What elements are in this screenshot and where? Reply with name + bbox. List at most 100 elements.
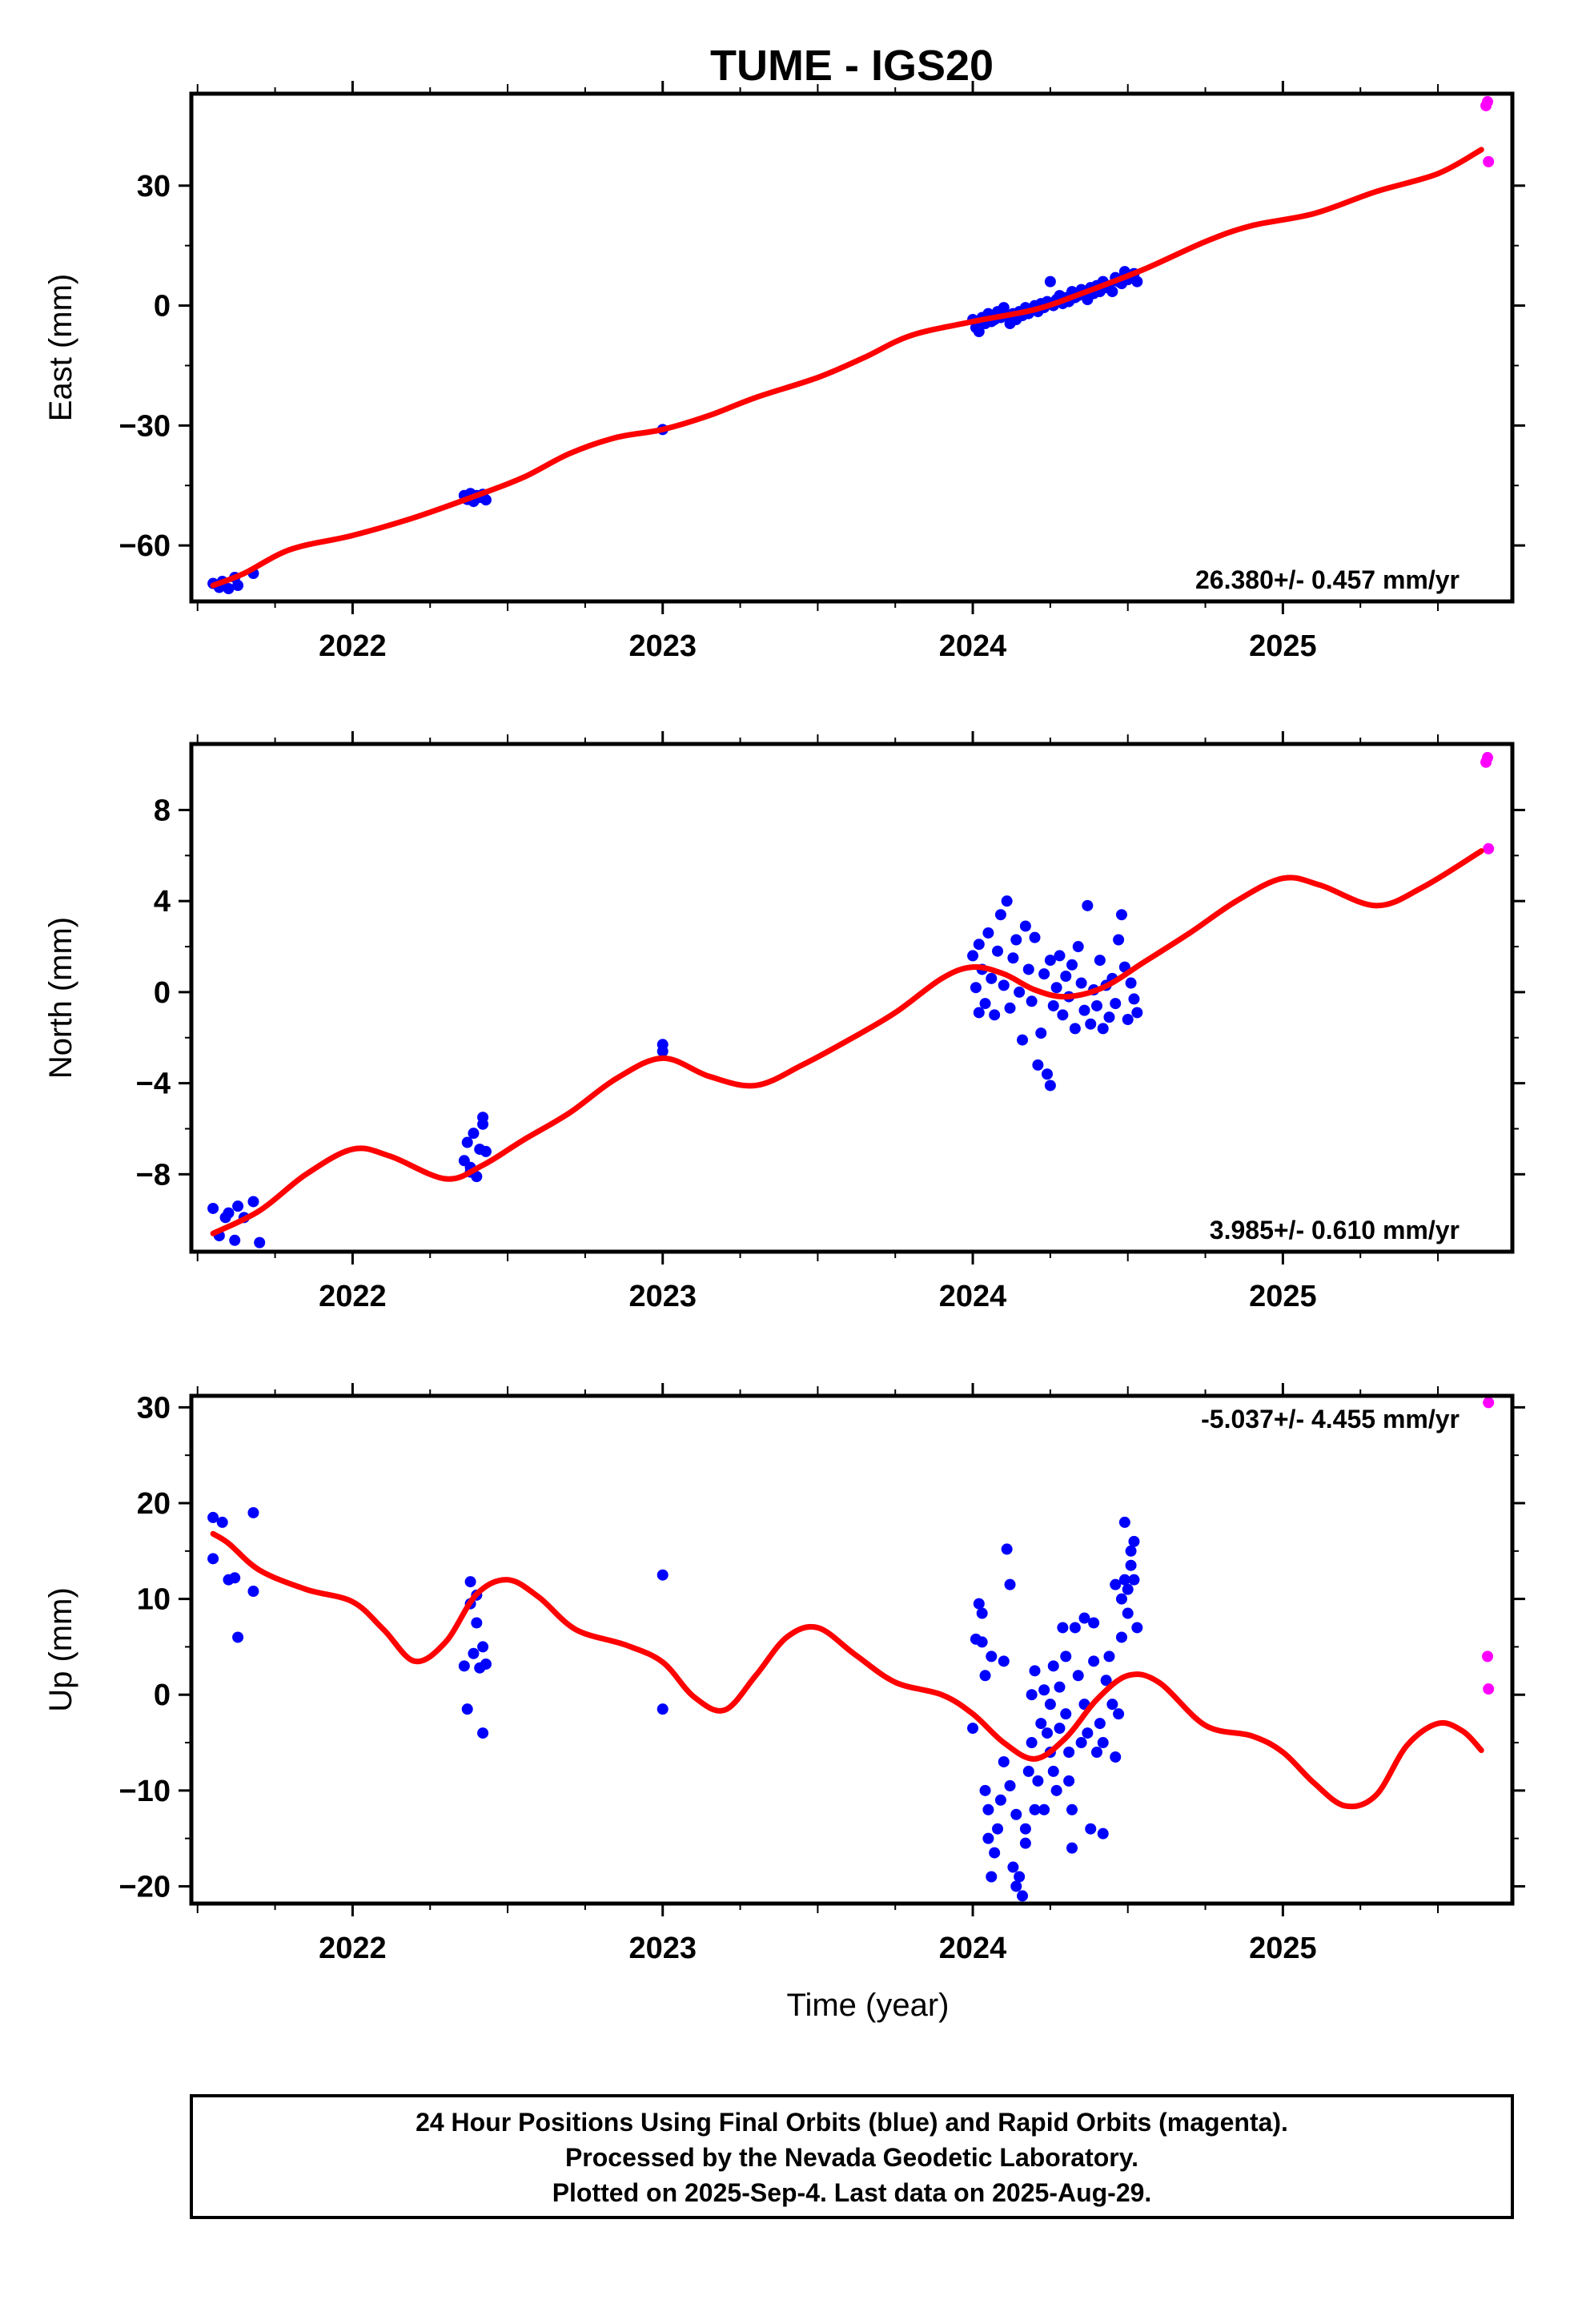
final-orbit-point — [979, 1784, 991, 1796]
final-orbit-point — [1050, 982, 1062, 994]
final-orbit-point — [1106, 1699, 1118, 1711]
final-orbit-point — [1125, 1545, 1137, 1557]
final-orbit-point — [480, 1658, 492, 1670]
final-orbit-point — [656, 1703, 669, 1715]
final-orbit-point — [1001, 1543, 1013, 1555]
final-orbit-point — [1078, 1004, 1090, 1016]
final-orbit-point — [1072, 1670, 1084, 1682]
final-orbit-point — [976, 1636, 988, 1648]
final-orbit-point — [967, 950, 979, 962]
final-orbit-point — [1088, 1655, 1100, 1667]
final-orbit-point — [1090, 1746, 1102, 1758]
velocity-label: -5.037+/- 4.455 mm/yr — [1201, 1405, 1460, 1433]
final-orbit-point — [1122, 1583, 1134, 1595]
final-orbit-point — [1122, 1607, 1134, 1619]
final-orbit-point — [1044, 955, 1056, 967]
y-axis-label: Up (mm) — [43, 1587, 78, 1712]
final-orbit-point — [970, 982, 982, 994]
east-panel: 30 0 −30 −60 2022 2023 2024 2025 East (mm) 26.380… — [43, 81, 1525, 663]
final-orbit-point — [1110, 1578, 1122, 1590]
y-tick-label: 0 — [154, 1679, 171, 1712]
x-tick-label: 2022 — [319, 1932, 387, 1965]
final-orbit-point — [1044, 1699, 1056, 1711]
final-orbit-point — [1060, 1651, 1072, 1663]
y-axis-label: East (mm) — [43, 274, 78, 421]
rapid-orbit-point — [1482, 95, 1494, 107]
x-tick-label: 2025 — [1249, 1932, 1317, 1965]
final-orbit-point — [207, 1553, 219, 1565]
final-orbit-point — [1110, 998, 1122, 1010]
final-orbit-point — [1125, 977, 1137, 989]
final-orbit-point — [1090, 999, 1102, 1011]
final-orbit-point — [1054, 1723, 1066, 1735]
final-orbit-point — [1014, 1871, 1026, 1883]
final-orbit-point — [1035, 1718, 1047, 1730]
rapid-orbit-point — [1482, 1651, 1494, 1663]
final-orbit-point — [1069, 1622, 1081, 1634]
final-orbit-point — [1069, 1023, 1081, 1035]
final-orbit-point — [994, 1794, 1006, 1806]
final-orbit-point — [1057, 1622, 1069, 1634]
footer-frame — [190, 2094, 1514, 2219]
final-orbit-point — [1044, 1080, 1056, 1092]
final-orbit-point — [1118, 1516, 1130, 1528]
final-orbit-point — [1019, 1823, 1031, 1835]
x-tick-label: 2025 — [1249, 629, 1317, 663]
final-orbit-point — [1004, 1002, 1016, 1014]
final-orbit-point — [656, 1569, 669, 1581]
final-orbit-point — [229, 1572, 241, 1584]
final-orbit-point — [1022, 963, 1034, 975]
final-orbit-point — [207, 1511, 219, 1523]
rapid-orbit-point — [1483, 155, 1495, 167]
final-orbit-point — [1035, 1027, 1047, 1039]
y-tick-label: 20 — [137, 1487, 171, 1521]
footer-box: 24 Hour Positions Using Final Orbits (bl… — [190, 2094, 1514, 2219]
final-orbit-point — [1122, 1014, 1134, 1026]
plot-area — [207, 1397, 1495, 1902]
final-orbit-point — [232, 580, 244, 592]
final-orbit-point — [1060, 970, 1072, 982]
final-orbit-point — [1057, 1009, 1069, 1021]
y-tick-label: 4 — [154, 885, 171, 919]
x-tick-label: 2022 — [319, 1280, 387, 1313]
final-orbit-point — [979, 998, 991, 1010]
final-orbit-point — [994, 909, 1006, 921]
final-orbit-point — [1010, 934, 1022, 946]
final-orbit-point — [1115, 1593, 1127, 1605]
final-orbit-point — [1066, 1842, 1078, 1854]
final-orbit-point — [973, 1598, 985, 1610]
final-orbit-point — [989, 1009, 1001, 1021]
y-tick-label: 30 — [137, 170, 171, 203]
final-orbit-point — [982, 927, 994, 939]
final-orbit-point — [1063, 1775, 1075, 1787]
final-orbit-point — [1047, 1660, 1059, 1672]
final-orbit-point — [1026, 1689, 1038, 1701]
final-orbit-point — [986, 1871, 998, 1883]
final-orbit-point — [992, 1823, 1004, 1835]
final-orbit-point — [1131, 1007, 1143, 1019]
final-orbit-point — [1085, 1823, 1097, 1835]
up-panel: 30 20 10 0 −10 −20 2022 2023 2024 2025 Up (mm) Time… — [43, 1383, 1525, 2023]
rapid-orbit-point — [1483, 1683, 1495, 1695]
x-tick-label: 2023 — [628, 1280, 697, 1313]
final-orbit-point — [1075, 1737, 1087, 1749]
final-orbit-point — [1019, 920, 1031, 932]
final-orbit-point — [216, 1516, 228, 1528]
final-orbit-point — [1128, 1574, 1140, 1586]
final-orbit-point — [1106, 286, 1118, 298]
x-tick-label: 2024 — [939, 1280, 1007, 1313]
final-orbit-point — [1097, 1737, 1109, 1749]
y-tick-label: 30 — [137, 1391, 171, 1425]
final-orbit-point — [1082, 1727, 1094, 1739]
final-orbit-point — [1007, 1861, 1019, 1873]
final-orbit-point — [1063, 1746, 1075, 1758]
final-orbit-point — [986, 972, 998, 984]
final-orbit-point — [1050, 1784, 1062, 1796]
final-orbit-point — [976, 1607, 988, 1619]
final-orbit-point — [1019, 1837, 1031, 1849]
final-orbit-point — [480, 1145, 492, 1157]
final-orbit-point — [1085, 1018, 1097, 1030]
plot-frame — [189, 1393, 1515, 1906]
final-orbit-point — [1088, 1617, 1100, 1629]
